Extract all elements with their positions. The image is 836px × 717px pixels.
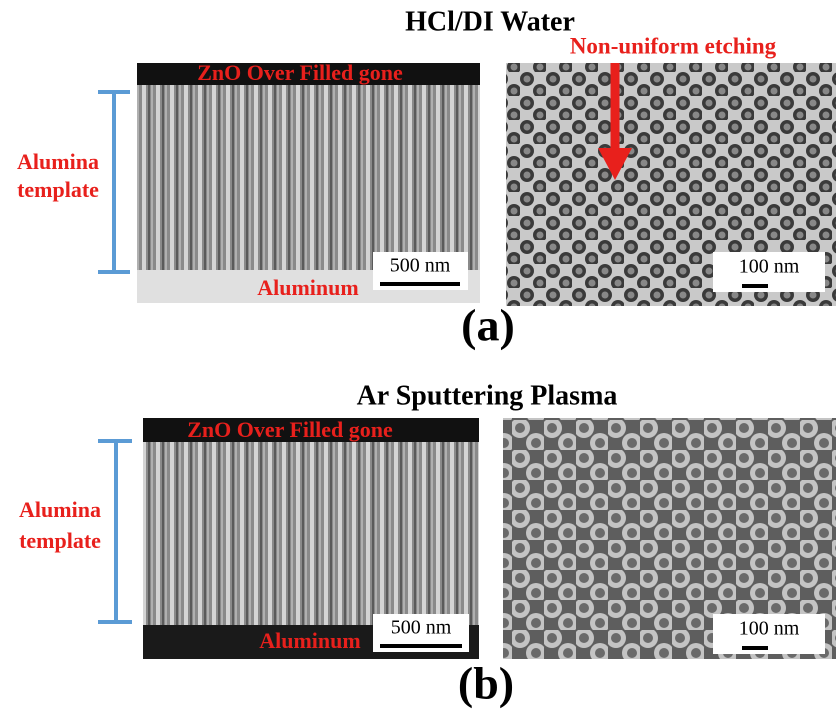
scale-box <box>713 252 825 292</box>
scale-label: 500 nm <box>391 617 452 639</box>
scale-label: 500 nm <box>390 255 451 277</box>
bracket-label: template <box>17 177 99 202</box>
image-label: Aluminum <box>257 275 358 300</box>
arrow-head <box>598 148 632 180</box>
annotation: Non-uniform etching <box>570 33 777 58</box>
image-label: Aluminum <box>259 628 360 653</box>
panel-title: HCl/DI Water <box>405 6 575 37</box>
scale-box <box>713 614 825 654</box>
image-label: ZnO Over Filled gone <box>187 417 393 442</box>
image-band <box>143 418 479 442</box>
bracket-label: Alumina <box>17 149 99 174</box>
bracket <box>98 439 132 624</box>
panel-label: (a) <box>461 300 515 351</box>
panel-title: Ar Sputtering Plasma <box>357 380 618 411</box>
panel-label: (b) <box>458 658 514 709</box>
bracket-label: template <box>19 528 101 553</box>
image-label: ZnO Over Filled gone <box>197 60 403 85</box>
scale-label: 100 nm <box>739 618 800 640</box>
image-band <box>137 63 480 85</box>
scale-label: 100 nm <box>739 256 800 278</box>
bracket <box>98 90 130 274</box>
bracket-label: Alumina <box>19 497 101 522</box>
